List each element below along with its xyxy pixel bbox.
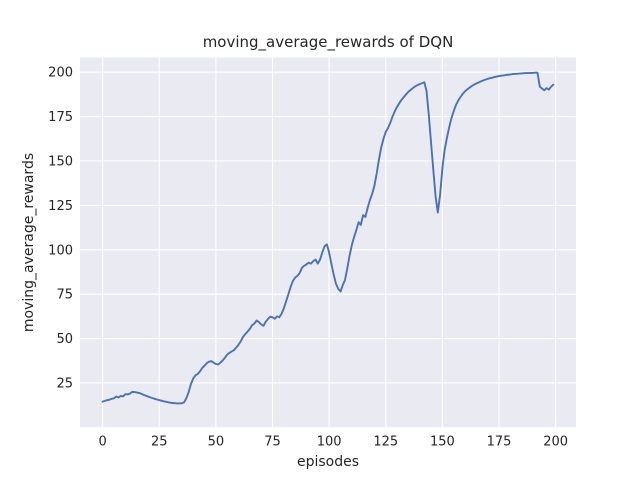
x-tick-label: 200 [543,435,568,450]
x-tick-label: 125 [373,435,398,450]
x-tick-label: 50 [208,435,225,450]
chart-title: moving_average_rewards of DQN [203,33,454,52]
y-tick-label: 75 [56,288,73,303]
x-tick-label: 175 [487,435,512,450]
y-tick-label: 50 [56,332,73,347]
x-tick-label: 25 [151,435,168,450]
y-tick-label: 125 [48,199,73,214]
y-tick-label: 100 [48,243,73,258]
y-tick-label: 25 [56,376,73,391]
x-axis-label: episodes [297,454,359,470]
x-tick-label: 100 [317,435,342,450]
y-tick-label: 175 [48,110,73,125]
y-tick-label: 200 [48,66,73,81]
x-tick-label: 0 [99,435,107,450]
data-line-series [101,71,555,405]
y-tick-label: 150 [48,154,73,169]
axes-background [80,57,576,428]
y-axis-label: moving_average_rewards [21,153,37,332]
plot-area: 0 25 50 75 100 125 150 175 200 25 50 75 100 125 150 175… [48,57,576,450]
x-tick-label: 75 [264,435,281,450]
x-tick-label: 150 [430,435,455,450]
